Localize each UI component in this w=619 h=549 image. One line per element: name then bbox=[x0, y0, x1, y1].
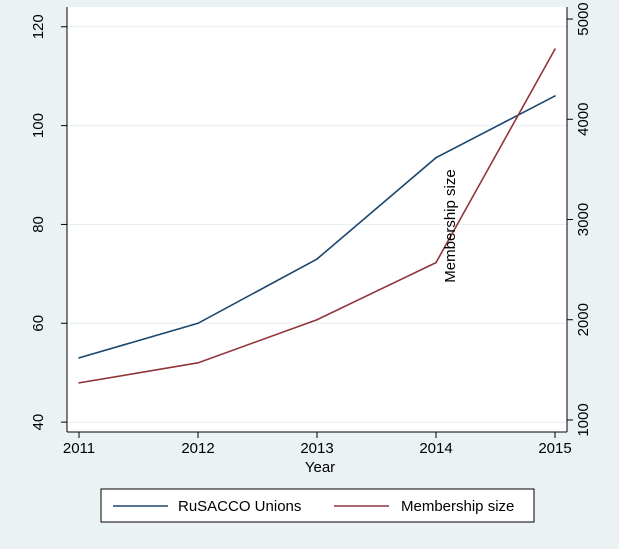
series-1-point-2 bbox=[316, 318, 318, 321]
series-1-point-0 bbox=[78, 382, 80, 384]
grid-lines bbox=[67, 26, 567, 423]
left-tick-label-0: 40 bbox=[30, 414, 47, 431]
right-tick-label-0: 1000 bbox=[575, 403, 592, 436]
right-tick-label-3: 4000 bbox=[575, 103, 592, 136]
legend: RuSACCO Unions Membership size bbox=[100, 488, 535, 523]
x-tick-label-4: 2015 bbox=[538, 440, 571, 457]
left-tick-label-1: 60 bbox=[30, 315, 47, 332]
left-tick-label-3: 100 bbox=[30, 113, 47, 138]
x-tick-label-3: 2014 bbox=[419, 440, 452, 457]
left-tick-label-2: 80 bbox=[30, 216, 47, 233]
series-lines bbox=[78, 48, 556, 384]
x-axis-title: Year bbox=[305, 459, 335, 476]
series-1-point-3 bbox=[435, 261, 437, 264]
series-0-point-2 bbox=[316, 258, 318, 260]
legend-label-membership: Membership size bbox=[401, 498, 514, 515]
right-tick-label-4: 5000 bbox=[575, 2, 592, 35]
left-tick-label-4: 120 bbox=[30, 14, 47, 39]
plot-area bbox=[67, 7, 567, 432]
x-tick-label-1: 2012 bbox=[181, 440, 214, 457]
right-axis-title: Membership size bbox=[442, 169, 459, 282]
legend-box bbox=[100, 488, 535, 523]
series-1-point-1 bbox=[197, 362, 199, 364]
legend-label-rusacco: RuSACCO Unions bbox=[178, 498, 301, 515]
x-tick-label-2: 2013 bbox=[300, 440, 333, 457]
series-0-point-4 bbox=[554, 95, 556, 97]
series-0-point-3 bbox=[435, 156, 437, 159]
right-tick-label-2: 3000 bbox=[575, 203, 592, 236]
right-tick-label-1: 2000 bbox=[575, 303, 592, 336]
series-0-point-1 bbox=[197, 322, 199, 325]
series-0-point-0 bbox=[78, 357, 80, 359]
axes: 2011 2012 2013 2014 2015 40 60 80 100 120 1000 2000… bbox=[30, 2, 592, 457]
series-1-point-4 bbox=[554, 48, 556, 50]
x-tick-label-0: 2011 bbox=[63, 440, 95, 457]
